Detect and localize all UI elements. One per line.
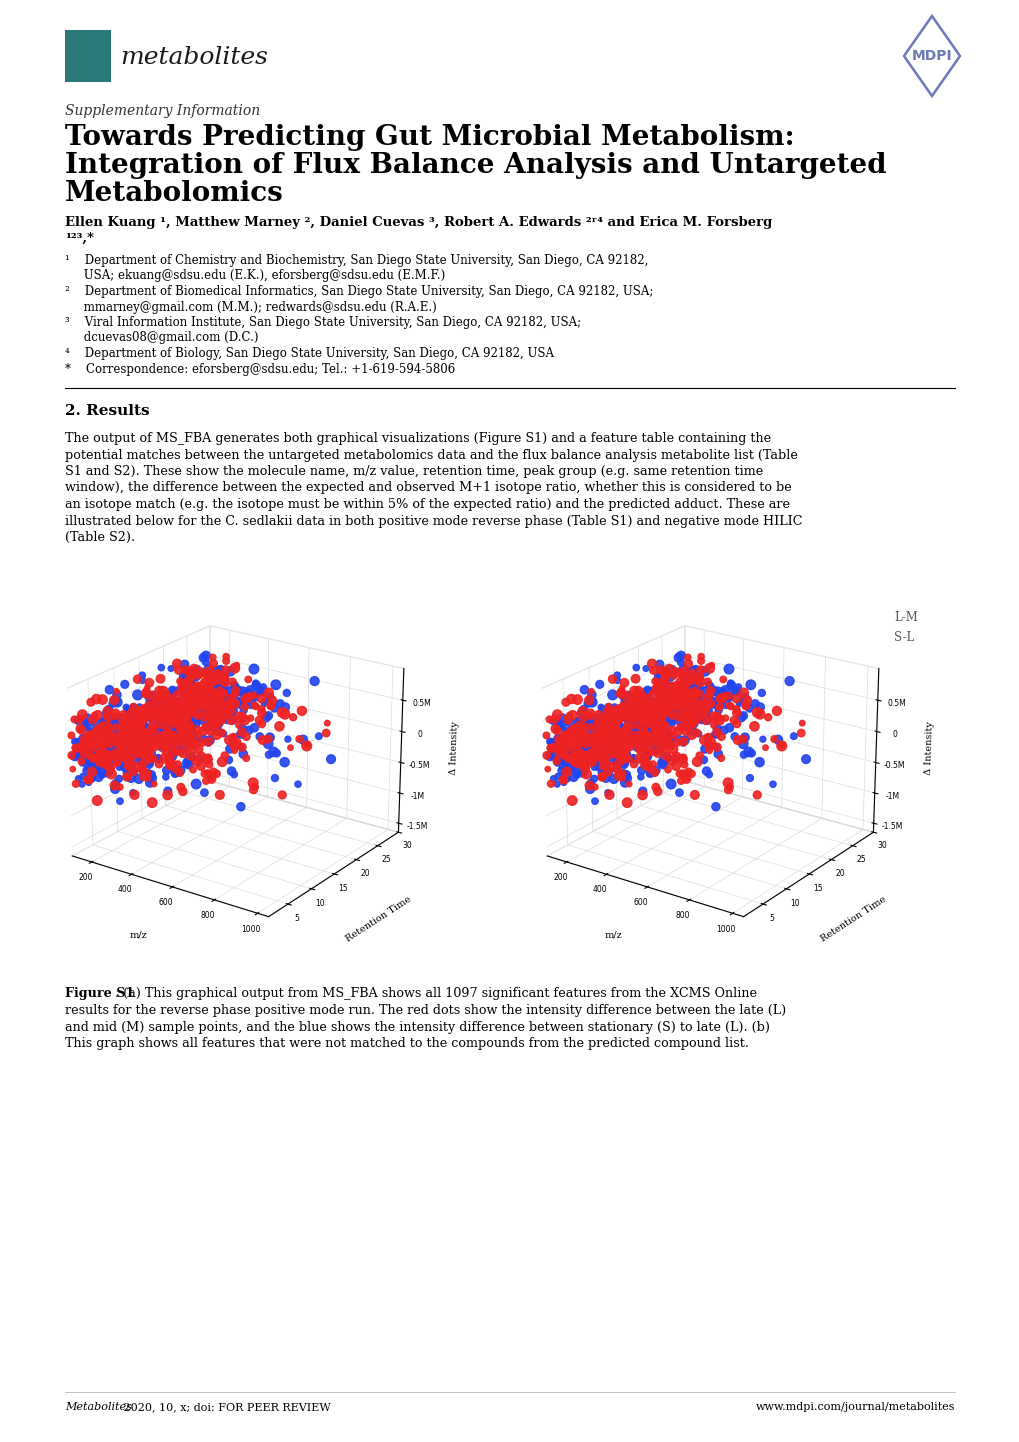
Text: (​Table S2​).: (​Table S2​). bbox=[65, 531, 135, 544]
Text: metabolites: metabolites bbox=[120, 46, 268, 69]
Point bbox=[871, 626, 888, 649]
Text: The output of MS_FBA generates both graphical visualizations (​Figure S1​) and a: The output of MS_FBA generates both grap… bbox=[65, 433, 770, 446]
Text: ⁴    Department of Biology, San Diego State University, San Diego, CA 92182, USA: ⁴ Department of Biology, San Diego State… bbox=[65, 348, 553, 360]
Y-axis label: Retention Time: Retention Time bbox=[818, 895, 888, 945]
X-axis label: m/z: m/z bbox=[604, 930, 622, 940]
Text: USA; ekuang@sdsu.edu (E.K.), eforsberg@sdsu.edu (E.M.F.): USA; ekuang@sdsu.edu (E.K.), eforsberg@s… bbox=[65, 270, 445, 283]
FancyBboxPatch shape bbox=[65, 30, 111, 82]
Text: ³    Viral Information Institute, San Diego State University, San Diego, CA 9218: ³ Viral Information Institute, San Diego… bbox=[65, 316, 581, 329]
Text: window), the difference between the expected and observed M+1 isotope ratio, whe: window), the difference between the expe… bbox=[65, 482, 791, 495]
Text: Integration of Flux Balance Analysis and Untargeted: Integration of Flux Balance Analysis and… bbox=[65, 151, 886, 179]
Text: 2020, 10, x; doi: FOR PEER REVIEW: 2020, 10, x; doi: FOR PEER REVIEW bbox=[120, 1402, 330, 1412]
Text: Metabolites: Metabolites bbox=[65, 1402, 131, 1412]
Text: *    Correspondence: eforsberg@sdsu.edu; Tel.: +1-619-594-5806: * Correspondence: eforsberg@sdsu.edu; Te… bbox=[65, 362, 454, 375]
Text: MDPI: MDPI bbox=[911, 49, 952, 63]
Text: www.mdpi.com/journal/metabolites: www.mdpi.com/journal/metabolites bbox=[755, 1402, 954, 1412]
Text: Figure S1: Figure S1 bbox=[65, 988, 135, 1001]
Text: mmarney@gmail.com (M.M.); redwards@sdsu.edu (R.A.E.): mmarney@gmail.com (M.M.); redwards@sdsu.… bbox=[65, 300, 436, 313]
Text: ²    Department of Biomedical Informatics, San Diego State University, San Diego: ² Department of Biomedical Informatics, … bbox=[65, 286, 653, 298]
Point bbox=[871, 606, 888, 629]
Text: Metabolomics: Metabolomics bbox=[65, 180, 283, 208]
Y-axis label: Retention Time: Retention Time bbox=[344, 895, 413, 945]
Text: . (a) This graphical output from MS_FBA shows all 1097 significant features from: . (a) This graphical output from MS_FBA … bbox=[115, 988, 756, 1001]
Text: ¹    Department of Chemistry and Biochemistry, San Diego State University, San D: ¹ Department of Chemistry and Biochemist… bbox=[65, 254, 648, 267]
Text: Supplementary Information: Supplementary Information bbox=[65, 104, 260, 118]
Text: potential matches between the untargeted metabolomics data and the flux balance : potential matches between the untargeted… bbox=[65, 448, 797, 461]
Text: This graph shows all features that were not matched to the compounds from the pr: This graph shows all features that were … bbox=[65, 1037, 748, 1050]
Text: dcuevas08@gmail.com (D.C.): dcuevas08@gmail.com (D.C.) bbox=[65, 332, 258, 345]
Text: A: A bbox=[50, 593, 77, 626]
Text: results for the reverse phase positive mode run. The red dots show the intensity: results for the reverse phase positive m… bbox=[65, 1004, 786, 1017]
Text: B: B bbox=[520, 593, 547, 626]
Text: Ellen Kuang ¹, Matthew Marney ², Daniel Cuevas ³, Robert A. Edwards ²ʳ⁴ and Eric: Ellen Kuang ¹, Matthew Marney ², Daniel … bbox=[65, 216, 771, 229]
Text: Towards Predicting Gut Microbial Metabolism:: Towards Predicting Gut Microbial Metabol… bbox=[65, 124, 794, 151]
Text: L-M: L-M bbox=[893, 611, 917, 624]
X-axis label: m/z: m/z bbox=[129, 930, 148, 940]
Text: ¹²³,*: ¹²³,* bbox=[65, 232, 94, 245]
Text: ​S1​ and ​S2​). These show the molecule name, m/z value, retention time, peak gr: ​S1​ and ​S2​). These show the molecule … bbox=[65, 464, 762, 477]
Text: S-L: S-L bbox=[893, 632, 913, 645]
Text: 2. Results: 2. Results bbox=[65, 404, 150, 418]
Text: and mid (M) sample points, and the blue shows the intensity difference between s: and mid (M) sample points, and the blue … bbox=[65, 1021, 769, 1034]
Text: an isotope match (e.g. the isotope must be within 5% of the expected ratio) and : an isotope match (e.g. the isotope must … bbox=[65, 497, 790, 510]
Text: illustrated below for the C. ​sedlakii​ data in both positive mode reverse phase: illustrated below for the C. ​sedlakii​ … bbox=[65, 515, 802, 528]
